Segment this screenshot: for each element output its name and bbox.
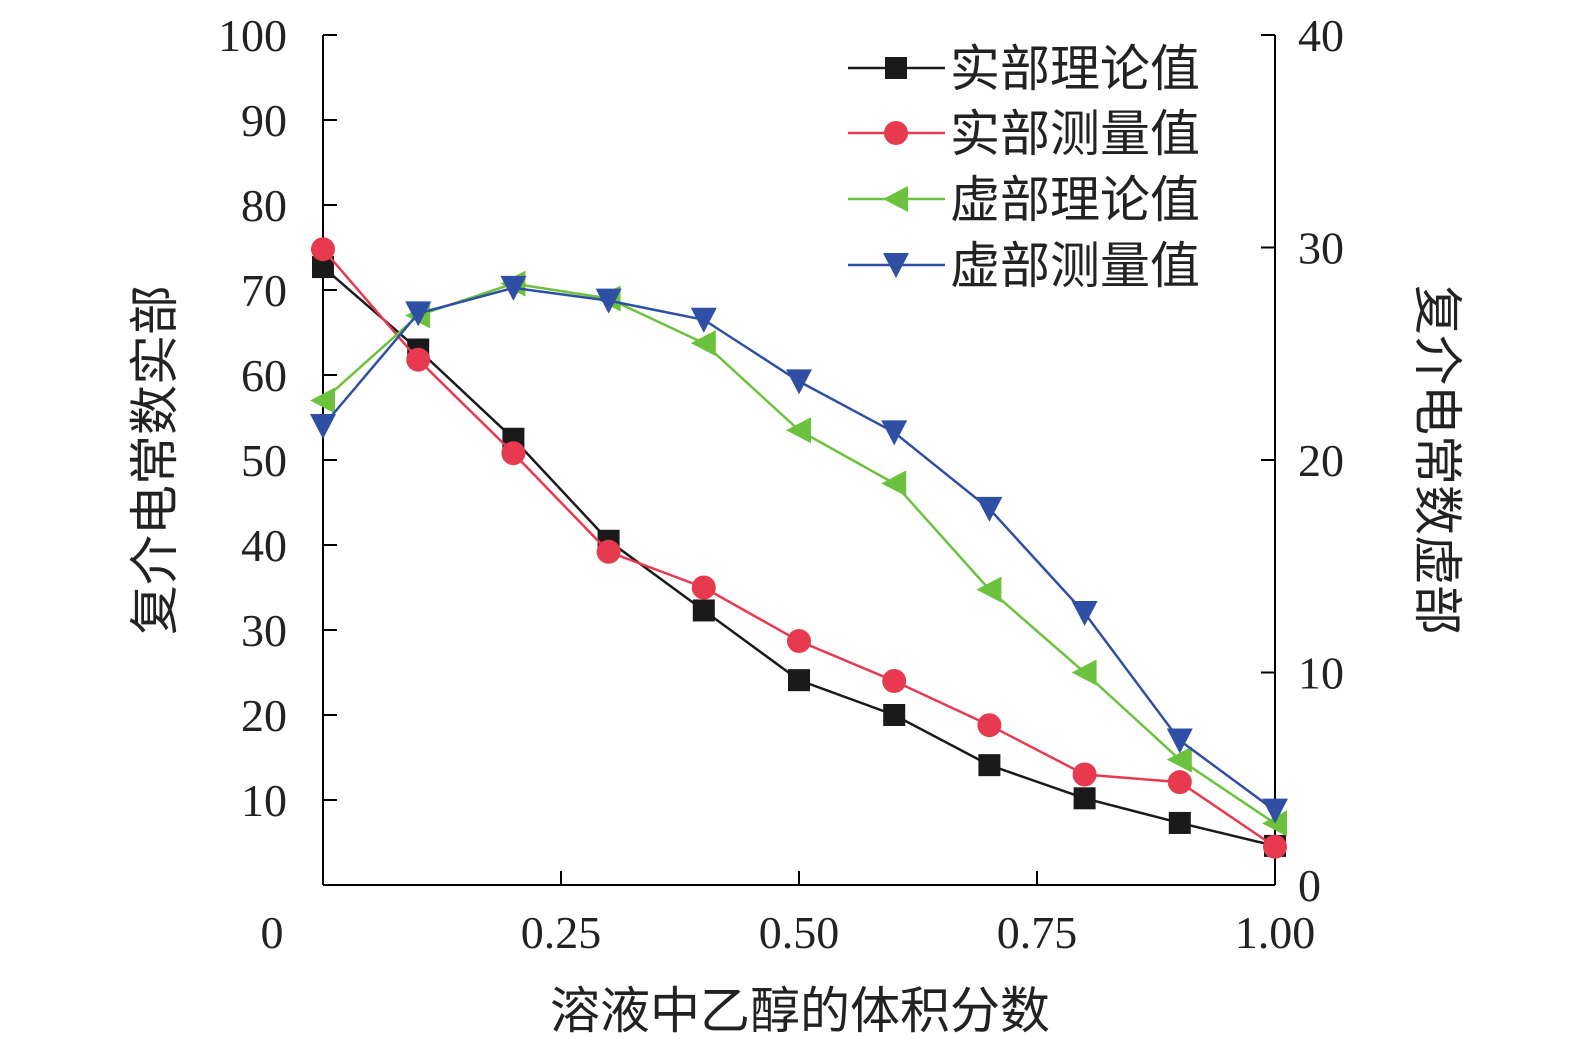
data-point-imag-theory (690, 330, 716, 357)
y-left-tick-label: 10 (241, 775, 287, 826)
y-right-tick-label: 20 (1298, 435, 1344, 486)
y-left-tick-label: 100 (218, 10, 287, 61)
y-left-tick-label: 30 (241, 605, 287, 656)
data-point-real-measured (596, 539, 621, 564)
data-point-imag-measured (1262, 798, 1288, 824)
data-point-real-measured (977, 713, 1002, 738)
x-tick-label: 0.75 (997, 907, 1078, 958)
data-point-imag-measured (1166, 728, 1193, 754)
data-point-imag-measured (690, 307, 717, 333)
legend-label-imag-measured: 虚部测量值 (950, 238, 1200, 294)
data-point-real-theory (1073, 787, 1096, 810)
series-line-imag-theory (322, 282, 1276, 825)
data-point-imag-measured (1071, 601, 1098, 626)
series-line-imag-measured (322, 286, 1276, 812)
data-point-imag-theory (881, 470, 907, 497)
data-point-imag-measured (310, 414, 336, 439)
series-line-real-theory (322, 266, 1276, 848)
data-point-real-measured (501, 441, 526, 466)
legend-label-imag-theory: 虚部理论值 (950, 172, 1200, 228)
y-left-tick-label: 20 (241, 690, 287, 741)
legend-label-real-measured: 实部测量值 (950, 106, 1200, 162)
data-point-real-measured (787, 629, 811, 654)
data-point-real-measured (311, 237, 335, 262)
series-imag-measured (310, 275, 1288, 824)
data-point-imag-measured (405, 301, 432, 327)
y-right-tick-label: 0 (1298, 860, 1321, 911)
data-point-imag-theory (310, 387, 335, 414)
series-layer (310, 237, 1288, 859)
data-point-real-theory (312, 256, 334, 279)
legend-marker-imag-theory (883, 186, 908, 212)
data-point-real-theory (788, 669, 810, 692)
x-axis-title: 溶液中乙醇的体积分数 (550, 983, 1050, 1039)
x-tick-label: 0.50 (759, 907, 840, 958)
data-point-real-measured (406, 347, 431, 372)
legend-marker-real-measured (884, 121, 908, 145)
y-axis-right-title: 复介电常数虚部 (1409, 285, 1465, 635)
series-line-real-measured (322, 248, 1276, 848)
data-point-real-theory (978, 754, 1001, 777)
y-left-tick-label: 40 (241, 520, 287, 571)
data-point-imag-measured (595, 288, 622, 314)
data-point-imag-theory (976, 576, 1002, 603)
data-point-imag-measured (500, 275, 527, 301)
data-point-imag-measured (786, 369, 812, 395)
x-tick-label: 1.00 (1235, 907, 1316, 958)
data-point-imag-measured (881, 420, 908, 446)
series-imag-theory (310, 270, 1287, 837)
data-point-real-measured (1263, 834, 1287, 859)
data-point-real-measured (1167, 770, 1192, 795)
data-point-imag-theory (1071, 659, 1097, 686)
legend-marker-imag-measured (883, 253, 909, 278)
data-point-real-theory (1168, 811, 1191, 834)
data-point-imag-measured (976, 496, 1003, 522)
legend-marker-real-theory (885, 57, 907, 79)
data-point-real-theory (692, 599, 715, 622)
y-left-tick-label: 80 (241, 180, 287, 231)
y-left-tick-label: 50 (241, 435, 287, 486)
y-axis-left-title: 复介电常数实部 (127, 285, 183, 635)
y-left-tick-label: 90 (241, 95, 287, 146)
ticks: 10 20 30 40 50 60 70 80 90 100 0 10 20 30 40 0.25 0.50 0.… (218, 10, 1344, 958)
y-left-tick-label: 60 (241, 350, 287, 401)
x-tick-label: 0.25 (521, 907, 602, 958)
data-point-real-measured (691, 575, 716, 600)
data-point-real-measured (1072, 762, 1097, 787)
data-point-real-theory (883, 704, 906, 726)
y-right-tick-label: 40 (1298, 10, 1344, 61)
legend-label-real-theory: 实部理论值 (950, 41, 1200, 97)
series-real-theory (312, 256, 1286, 857)
data-point-imag-theory (786, 417, 811, 444)
y-left-tick-label: 70 (241, 265, 287, 316)
y-right-tick-label: 10 (1298, 648, 1344, 699)
axes (322, 35, 1276, 886)
data-point-real-measured (882, 669, 907, 693)
origin-label: 0 (261, 907, 284, 958)
data-point-imag-theory (1262, 810, 1287, 837)
y-right-tick-label: 30 (1298, 223, 1344, 274)
data-point-imag-theory (1166, 746, 1192, 773)
series-real-measured (311, 237, 1287, 859)
